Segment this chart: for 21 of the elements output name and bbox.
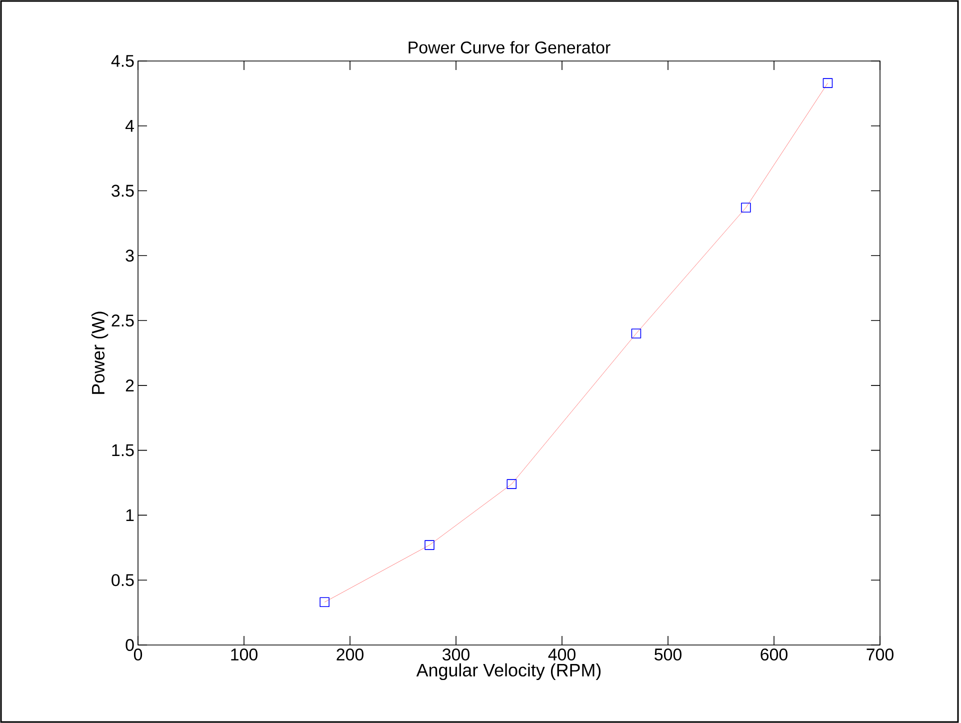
y-tick-label: 4	[125, 120, 134, 132]
y-tick-label: 0	[126, 638, 134, 651]
y-tick-label: 3.5	[112, 184, 134, 197]
x-tick-label: 100	[231, 648, 258, 660]
y-axis-title: Power (W)	[91, 312, 108, 394]
x-tick-label: 200	[336, 648, 364, 660]
x-tick-label: 300	[442, 648, 470, 660]
y-tick-label: 1.5	[112, 444, 134, 456]
x-tick-label: 500	[654, 648, 682, 660]
y-tick-label: 2.5	[112, 314, 134, 327]
y-tick-label: 3	[126, 250, 134, 262]
y-tick-label: 0.5	[112, 574, 134, 586]
y-tick-label: 4.5	[111, 55, 134, 67]
x-tick-label: 600	[760, 648, 788, 660]
chart-title: Power Curve for Generator	[408, 41, 610, 54]
x-tick-label: 700	[866, 648, 894, 660]
y-tick-label: 2	[126, 380, 134, 392]
x-tick-label: 400	[548, 648, 576, 660]
x-tick-label: 0	[134, 648, 142, 660]
y-tick-label: 1	[126, 509, 134, 522]
x-axis-title: Angular Velocity (RPM)	[416, 663, 601, 680]
